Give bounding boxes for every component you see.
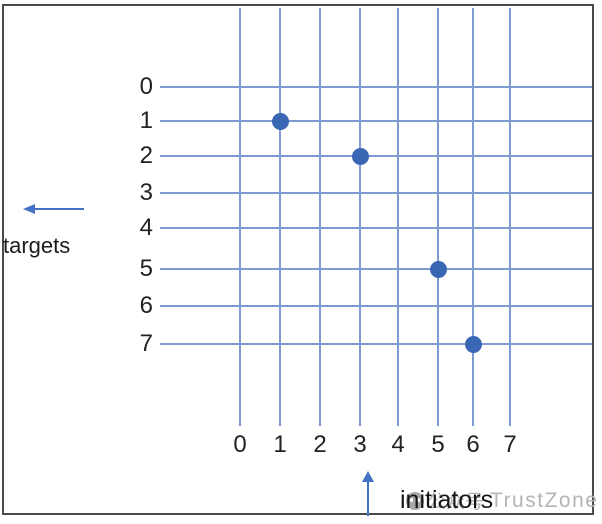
target-row-label: 7 <box>139 330 153 357</box>
up-arrow-icon <box>367 480 369 516</box>
initiators-axis-label: initiators <box>400 486 494 514</box>
target-row-label: 2 <box>139 142 153 169</box>
grid-vline-initiator-6 <box>472 8 474 426</box>
watermark-en-text: TrustZone <box>490 488 599 512</box>
connection-dot <box>429 260 447 278</box>
grid-hline-target-5 <box>160 268 592 270</box>
initiator-col-label: 6 <box>466 431 480 458</box>
initiator-col-label: 3 <box>353 431 367 458</box>
grid-hline-target-1 <box>160 120 592 122</box>
initiator-col-label: 5 <box>431 431 445 458</box>
initiator-col-label: 1 <box>273 431 287 458</box>
wechat-official-account-icon <box>406 491 424 510</box>
grid-vline-initiator-4 <box>397 8 399 426</box>
grid-vline-initiator-3 <box>359 8 361 426</box>
watermark-cn-text: 公众号 <box>427 492 485 513</box>
target-row-label: 4 <box>139 214 153 241</box>
grid-hline-target-2 <box>160 155 592 157</box>
grid-vline-initiator-0 <box>239 8 241 426</box>
target-row-label: 1 <box>139 107 153 134</box>
target-row-label: 6 <box>139 292 153 319</box>
up-arrow-icon <box>362 471 374 482</box>
target-row-label: 5 <box>139 255 153 282</box>
grid-hline-target-0 <box>160 86 592 88</box>
initiator-col-label: 0 <box>233 431 247 458</box>
connection-dot <box>271 112 289 130</box>
initiator-col-label: 2 <box>313 431 327 458</box>
left-arrow-icon <box>23 204 35 214</box>
grid-vline-initiator-2 <box>319 8 321 426</box>
target-row-label: 3 <box>139 179 153 206</box>
connection-dot <box>351 147 369 165</box>
grid-hline-target-7 <box>160 343 592 345</box>
grid-vline-initiator-1 <box>279 8 281 426</box>
watermark: 公众号 TrustZone <box>406 487 598 514</box>
initiator-col-label: 4 <box>391 431 405 458</box>
grid-hline-target-6 <box>160 305 592 307</box>
grid-hline-target-4 <box>160 227 592 229</box>
grid-vline-initiator-7 <box>509 8 511 426</box>
target-row-label: 0 <box>139 73 153 100</box>
grid-vline-initiator-5 <box>437 8 439 426</box>
diagram-border <box>2 4 594 515</box>
initiator-col-label: 7 <box>503 431 517 458</box>
left-arrow-icon <box>30 208 84 210</box>
targets-axis-label: targets <box>3 233 71 258</box>
connection-dot <box>464 335 482 353</box>
grid-hline-target-3 <box>160 192 592 194</box>
